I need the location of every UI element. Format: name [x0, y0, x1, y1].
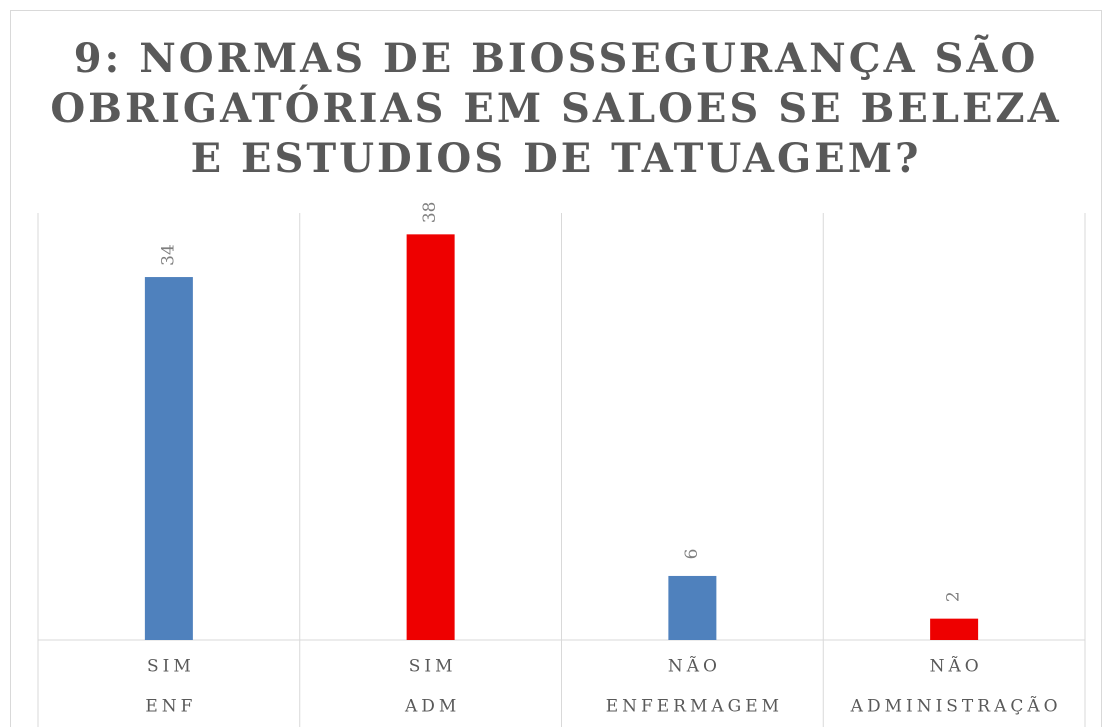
value-label: 34 — [158, 244, 178, 266]
x-tick-label: SIM — [147, 657, 195, 677]
x-tick-label: ADM — [404, 697, 460, 717]
bar — [668, 575, 717, 640]
x-tick-label: ENFERMAGEM — [606, 697, 783, 717]
chart-title: OBRIGATÓRIAS EM SALOES SE BELEZA — [50, 85, 1061, 132]
x-tick-label: ADMINISTRAÇÃO — [850, 696, 1062, 717]
chart-title: E ESTUDIOS DE TATUAGEM? — [191, 135, 922, 182]
bar — [406, 234, 455, 640]
x-tick-label: ENF — [145, 697, 196, 717]
value-label: 38 — [420, 202, 440, 224]
bar — [144, 277, 193, 640]
x-tick-label: SIM — [409, 657, 457, 677]
bar — [930, 618, 979, 640]
value-label: 2 — [944, 591, 964, 602]
x-tick-label: NÃO — [930, 656, 983, 677]
chart-title: 9: NORMAS DE BIOSSEGURANÇA SÃO — [74, 35, 1039, 82]
value-label: 6 — [682, 549, 702, 560]
x-tick-label: NÃO — [668, 656, 721, 677]
